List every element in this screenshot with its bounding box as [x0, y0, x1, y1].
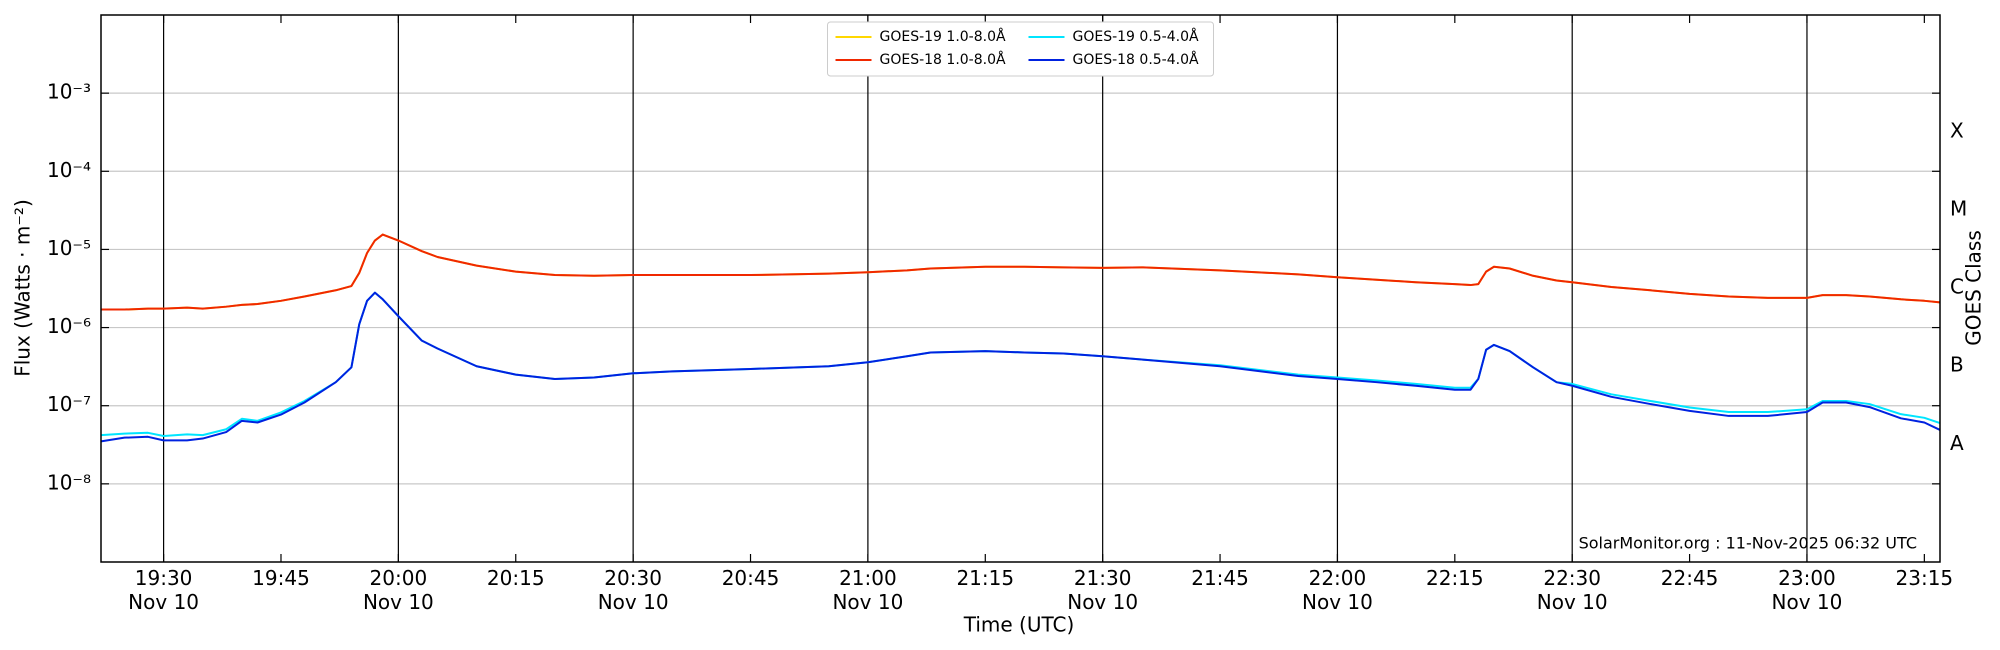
y-tick-label: 10⁻³ [47, 80, 91, 104]
x-tick-label: 22:00 Nov 10 [1302, 566, 1373, 614]
legend-label: GOES-18 1.0-8.0Å [880, 51, 1006, 68]
x-tick-label: 21:45 [1191, 566, 1249, 590]
legend-label: GOES-19 1.0-8.0Å [880, 28, 1006, 45]
x-tick-label: 21:00 Nov 10 [832, 566, 904, 614]
y2-tick-label: A [1950, 431, 1964, 455]
y-tick-label: 10⁻⁶ [47, 314, 91, 338]
x-tick-label: 22:45 [1660, 566, 1719, 590]
series-line [101, 233, 1941, 311]
x-tick-label: 22:15 [1425, 566, 1484, 590]
y-axis-label: Flux (Watts · m⁻²) [11, 199, 35, 377]
y-tick-label: 10⁻⁵ [47, 236, 91, 260]
x-tick-label: 22:30 Nov 10 [1536, 566, 1608, 614]
y-tick-label: 10⁻⁷ [47, 392, 91, 416]
x-tick-label: 23:15 [1895, 566, 1954, 590]
legend-label: GOES-19 0.5-4.0Å [1073, 28, 1199, 45]
y-tick-label: 10⁻⁸ [47, 470, 91, 494]
y2-tick-label: B [1950, 353, 1964, 377]
y2-tick-label: X [1950, 118, 1964, 142]
x-tick-label: 21:15 [956, 566, 1015, 590]
x-tick-label: 20:15 [486, 566, 545, 590]
x-tick-label: 19:45 [252, 566, 310, 590]
annotation: SolarMonitor.org : 11-Nov-2025 06:32 UTC [1579, 534, 1917, 553]
x-tick-label: 19:30 Nov 10 [128, 566, 200, 614]
x-tick-label: 23:00 Nov 10 [1771, 566, 1843, 614]
series-line [100, 291, 1941, 437]
y2-tick-label: M [1950, 196, 1967, 220]
x-tick-label: 21:30 Nov 10 [1067, 566, 1139, 614]
legend: GOES-19 1.0-8.0Å GOES-18 1.0-8.0Å GOES-19 … [827, 21, 1214, 77]
y-tick-label: 10⁻⁴ [47, 158, 91, 182]
x-tick-label: 20:30 Nov 10 [597, 566, 669, 614]
plot-frame [100, 14, 1941, 563]
x-axis-label: Time (UTC) [963, 613, 1075, 637]
series-line [101, 233, 1941, 311]
x-tick-label: 20:00 Nov 10 [362, 566, 434, 614]
x-tick-label: 20:45 [721, 566, 780, 590]
legend-label: GOES-18 0.5-4.0Å [1073, 51, 1199, 68]
series-line [100, 291, 1941, 443]
legend-box [827, 21, 1214, 77]
y2-tick-label: C [1950, 275, 1964, 299]
y2-axis-label: GOES Class [1962, 230, 1986, 346]
